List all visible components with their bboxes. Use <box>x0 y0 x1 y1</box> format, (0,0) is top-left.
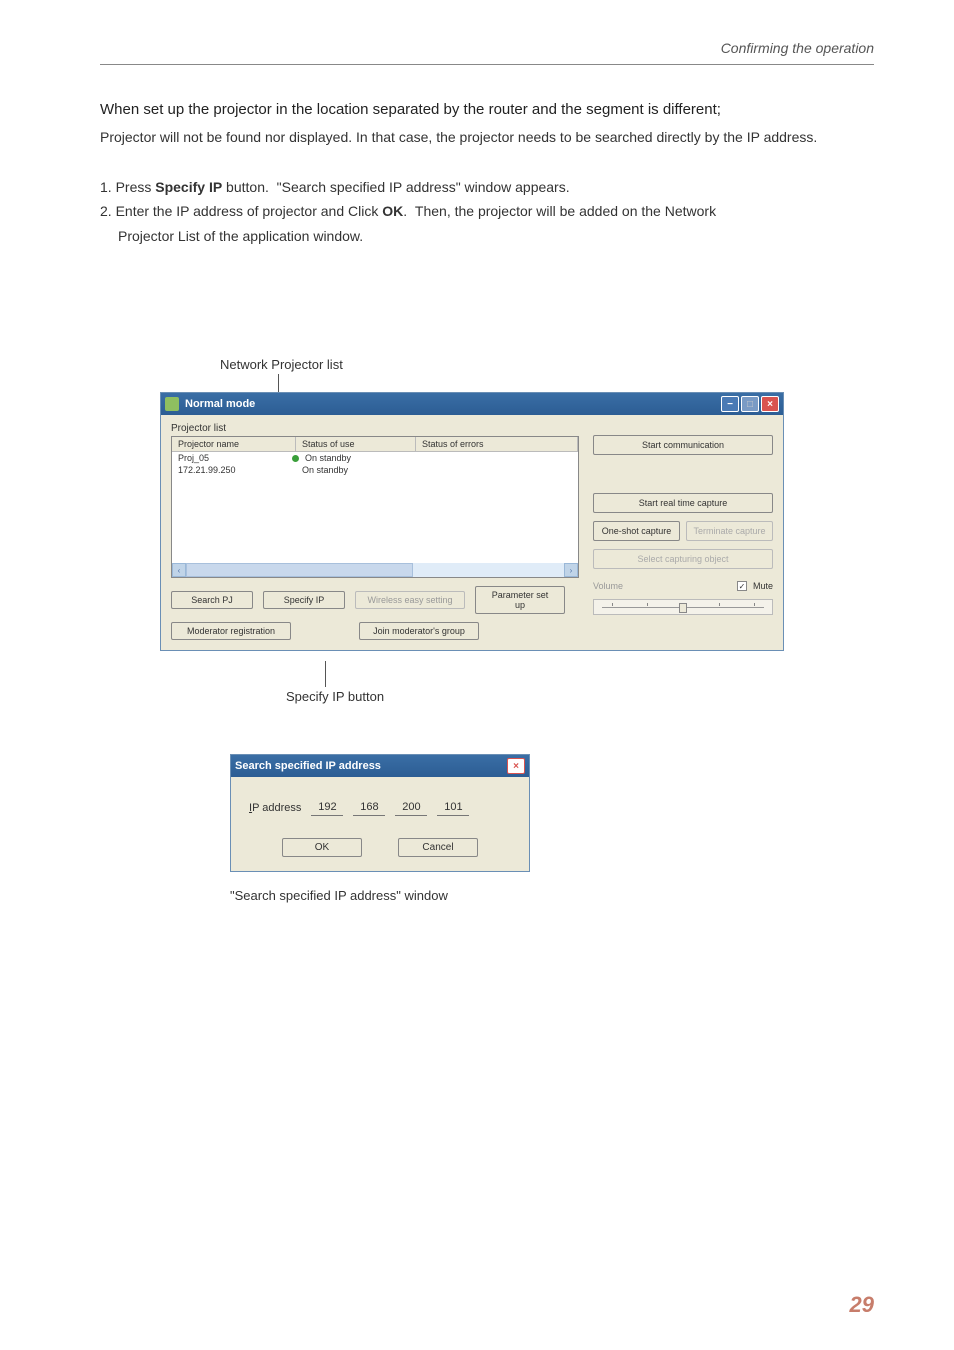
page-header: Confirming the operation <box>100 40 874 65</box>
header-section: Confirming the operation <box>721 40 874 56</box>
step-2a: 2. Enter the IP address of projector and… <box>100 200 874 222</box>
status-dot-icon <box>292 455 299 462</box>
titlebar: Normal mode − □ × <box>161 393 783 415</box>
join-moderator-group-button[interactable]: Join moderator's group <box>359 622 479 640</box>
volume-slider[interactable] <box>593 599 773 615</box>
title-buttons: − □ × <box>721 396 779 412</box>
intro-bold: When set up the projector in the locatio… <box>100 99 874 122</box>
maximize-button: □ <box>741 396 759 412</box>
col-status-errors[interactable]: Status of errors <box>416 437 578 451</box>
mute-label: Mute <box>753 581 773 591</box>
col-name[interactable]: Projector name <box>172 437 296 451</box>
minimize-button[interactable]: − <box>721 396 739 412</box>
search-ip-window: Search specified IP address × IP address… <box>230 754 530 872</box>
scroll-right-icon[interactable]: › <box>564 563 578 577</box>
ok-button[interactable]: OK <box>282 838 362 857</box>
step-1: 1. Press Specify IP button. "Search spec… <box>100 176 874 198</box>
ip-octet-2[interactable]: 168 <box>353 799 385 816</box>
specify-ip-label: Specify IP button <box>286 689 874 704</box>
row-name: 172.21.99.250 <box>172 464 296 476</box>
projector-list-label: Projector list <box>171 423 579 434</box>
intro-regular: Projector will not be found nor displaye… <box>100 126 874 148</box>
network-projector-list-label: Network Projector list <box>220 357 874 372</box>
specify-ip-button[interactable]: Specify IP <box>263 591 345 609</box>
app-icon <box>165 397 179 411</box>
step-2b: Projector List of the application window… <box>100 225 874 247</box>
parameter-setup-button[interactable]: Parameter set up <box>475 586 565 614</box>
search-pj-button[interactable]: Search PJ <box>171 591 253 609</box>
slider-thumb[interactable] <box>679 603 687 613</box>
pointer-to-list <box>278 374 279 392</box>
moderator-registration-button[interactable]: Moderator registration <box>171 622 291 640</box>
pointer-to-specify-ip <box>325 661 326 687</box>
steps-block: 1. Press Specify IP button. "Search spec… <box>100 176 874 247</box>
search-window-caption: "Search specified IP address" window <box>230 888 874 903</box>
select-capturing-object-button: Select capturing object <box>593 549 773 569</box>
close-button[interactable]: × <box>761 396 779 412</box>
scroll-thumb[interactable] <box>186 563 413 577</box>
start-realtime-capture-button[interactable]: Start real time capture <box>593 493 773 513</box>
mute-checkbox[interactable]: ✓ <box>737 581 747 591</box>
window-title: Normal mode <box>185 398 721 410</box>
scroll-left-icon[interactable]: ‹ <box>172 563 186 577</box>
col-status-use[interactable]: Status of use <box>296 437 416 451</box>
row-name: Proj_05 <box>172 452 296 464</box>
normal-mode-window: Normal mode − □ × Projector list Project… <box>160 392 784 651</box>
ip-octet-4[interactable]: 101 <box>437 799 469 816</box>
ip-address-label: IP address <box>249 802 301 814</box>
one-shot-capture-button[interactable]: One-shot capture <box>593 521 680 541</box>
window-title: Search specified IP address <box>235 760 507 772</box>
scroll-track[interactable] <box>186 563 564 577</box>
start-communication-button[interactable]: Start communication <box>593 435 773 455</box>
horizontal-scrollbar[interactable]: ‹ › <box>172 563 578 577</box>
ip-octet-3[interactable]: 200 <box>395 799 427 816</box>
table-row[interactable]: Proj_05 On standby <box>172 452 578 464</box>
terminate-capture-button: Terminate capture <box>686 521 773 541</box>
volume-label: Volume <box>593 581 731 591</box>
ip-octet-1[interactable]: 192 <box>311 799 343 816</box>
page-number: 29 <box>850 1292 874 1318</box>
row-status: On standby <box>296 464 416 476</box>
list-header: Projector name Status of use Status of e… <box>172 437 578 452</box>
projector-list: Projector name Status of use Status of e… <box>171 436 579 578</box>
close-button[interactable]: × <box>507 758 525 774</box>
row-status: On standby <box>296 452 416 464</box>
titlebar: Search specified IP address × <box>231 755 529 777</box>
cancel-button[interactable]: Cancel <box>398 838 478 857</box>
wireless-easy-button: Wireless easy setting <box>355 591 465 609</box>
table-row[interactable]: 172.21.99.250 On standby <box>172 464 578 476</box>
ip-fields: 192 168 200 101 <box>311 799 469 816</box>
